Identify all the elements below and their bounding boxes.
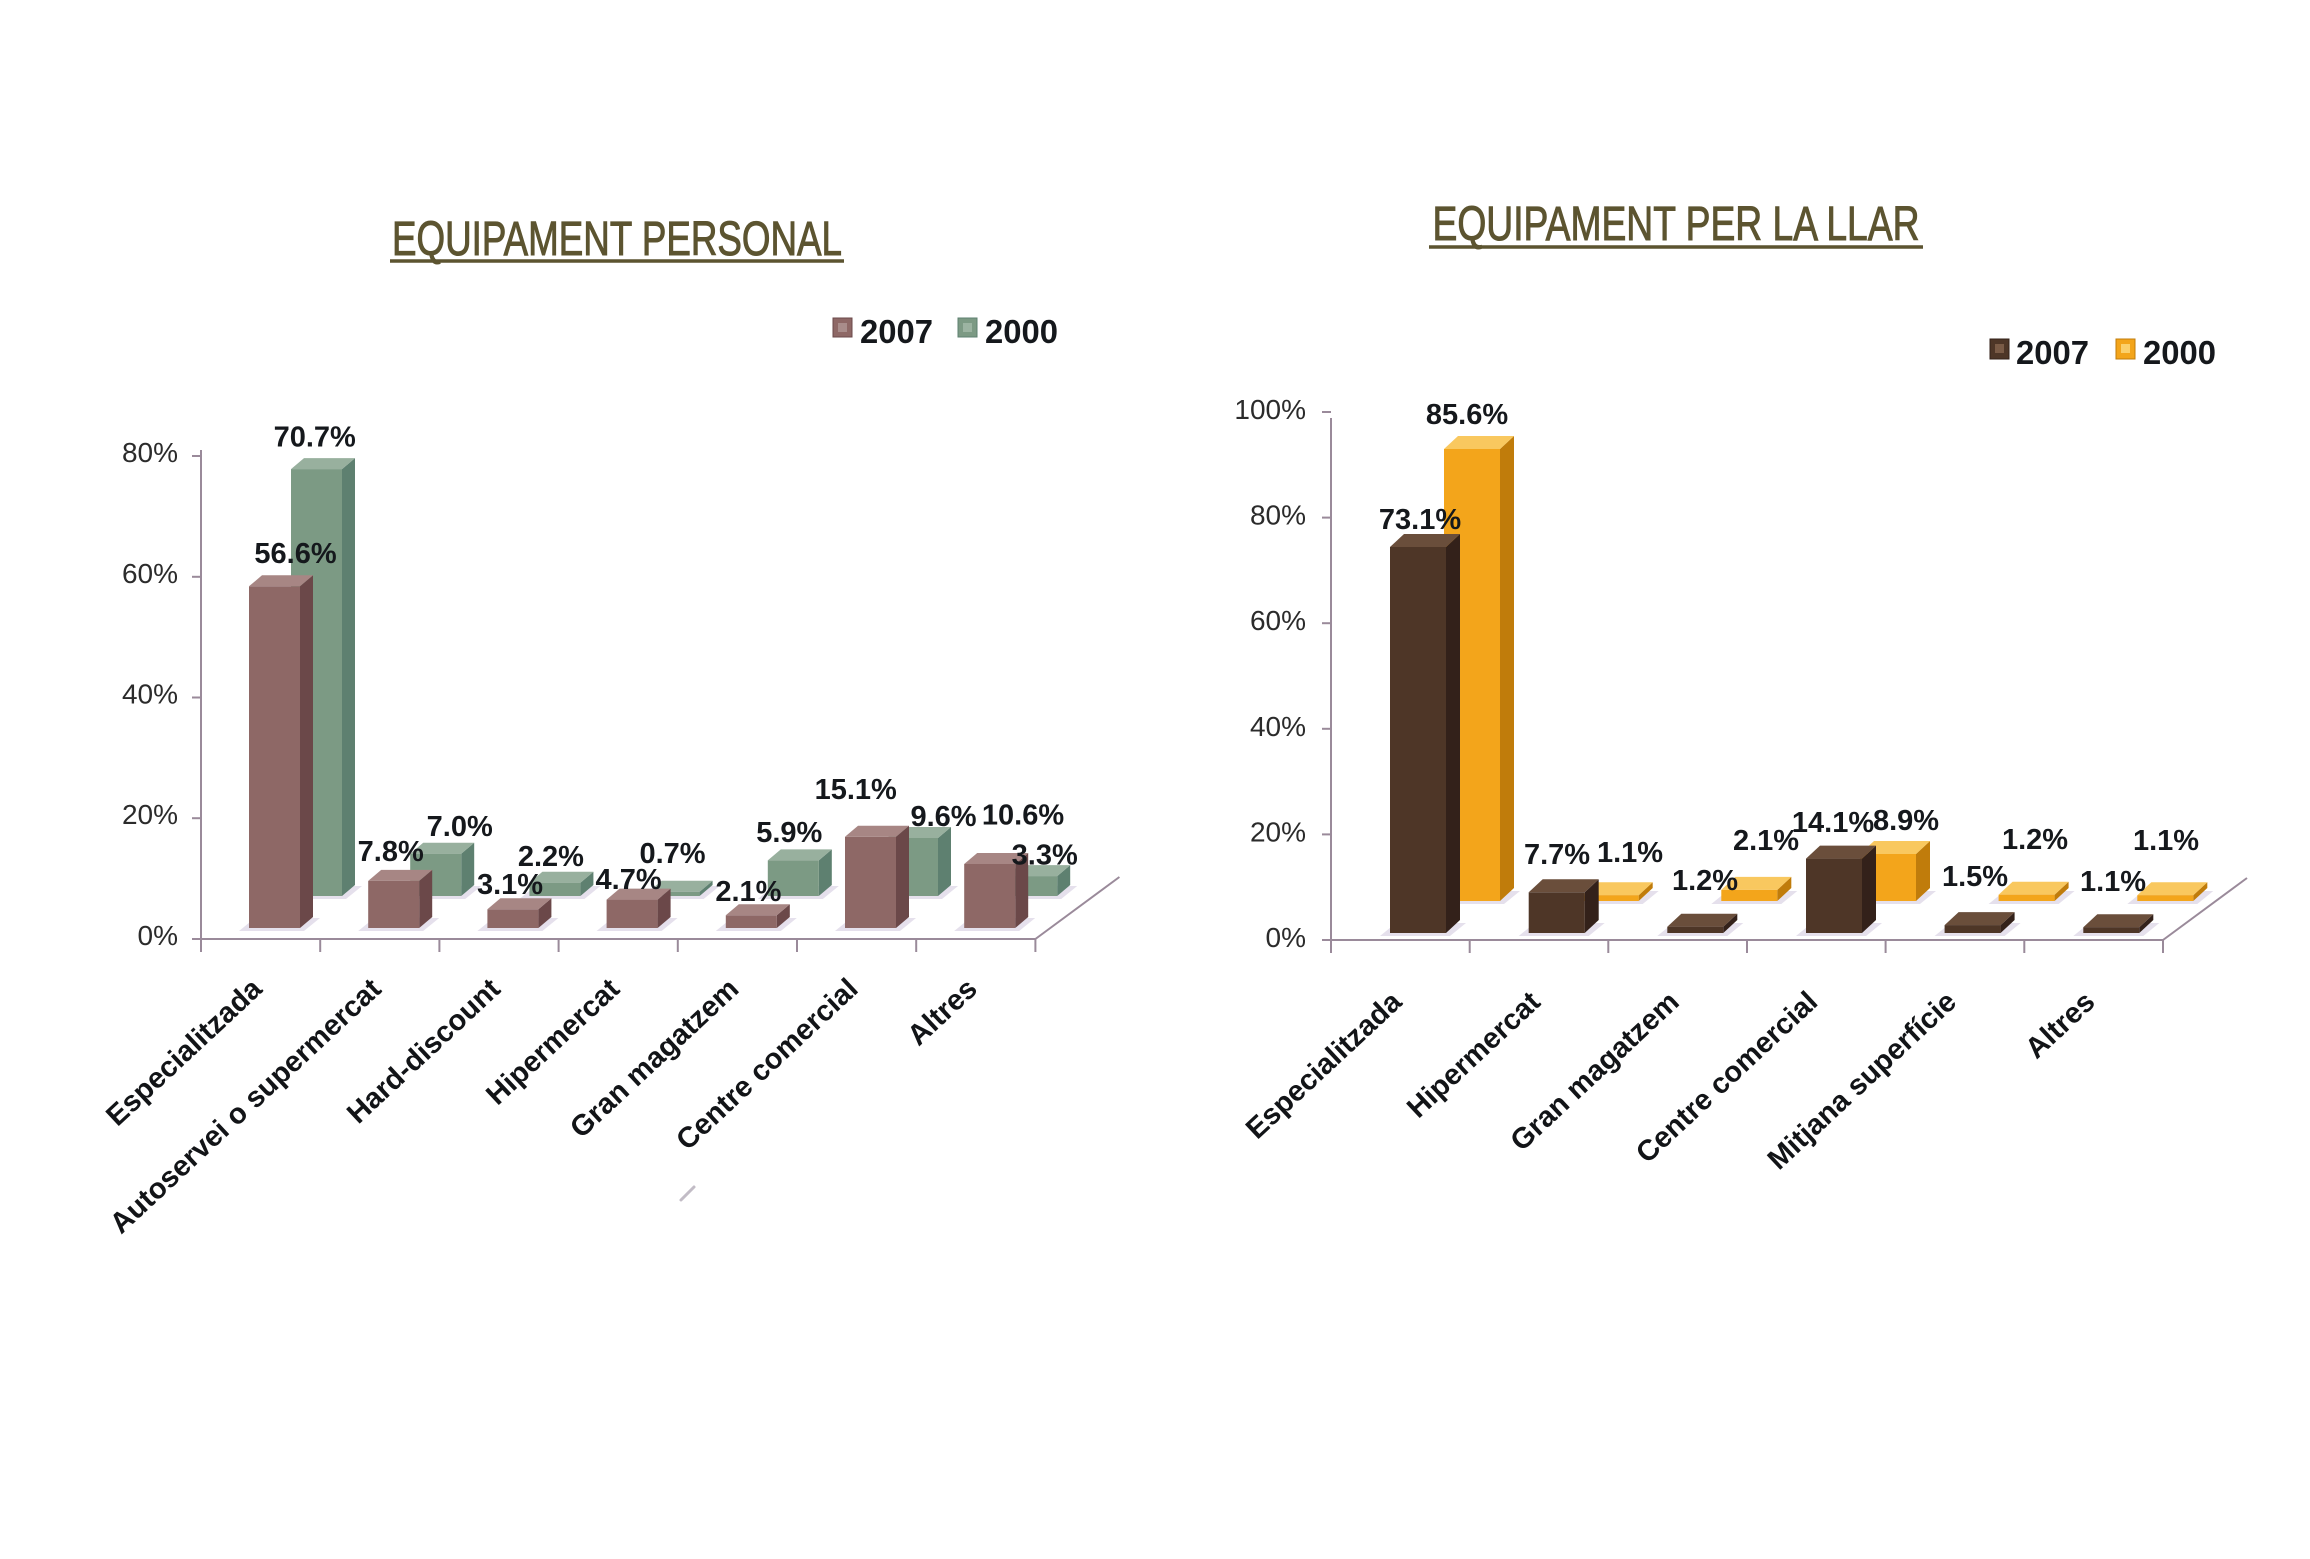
svg-text:9.6%: 9.6% xyxy=(910,801,976,833)
svg-text:1.1%: 1.1% xyxy=(1597,837,1663,869)
svg-text:73.1%: 73.1% xyxy=(1379,504,1461,536)
svg-text:2000: 2000 xyxy=(2143,334,2216,371)
svg-text:20%: 20% xyxy=(122,799,178,830)
svg-text:4.7%: 4.7% xyxy=(596,864,662,896)
svg-text:3.3%: 3.3% xyxy=(1012,839,1078,871)
svg-text:56.6%: 56.6% xyxy=(254,538,336,570)
svg-text:60%: 60% xyxy=(122,558,178,589)
svg-text:80%: 80% xyxy=(122,437,178,468)
svg-text:1.2%: 1.2% xyxy=(1672,865,1738,897)
svg-text:2.2%: 2.2% xyxy=(518,841,584,873)
svg-text:10.6%: 10.6% xyxy=(982,800,1064,832)
svg-text:1.1%: 1.1% xyxy=(2133,825,2199,857)
svg-text:1.1%: 1.1% xyxy=(2080,866,2146,898)
svg-text:100%: 100% xyxy=(1234,394,1306,425)
svg-text:2.1%: 2.1% xyxy=(1733,825,1799,857)
svg-text:15.1%: 15.1% xyxy=(815,774,897,806)
svg-text:7.8%: 7.8% xyxy=(358,836,424,868)
svg-text:70.7%: 70.7% xyxy=(274,422,356,454)
svg-text:3.1%: 3.1% xyxy=(477,869,543,901)
svg-text:20%: 20% xyxy=(1250,816,1306,847)
svg-text:0%: 0% xyxy=(138,920,178,951)
svg-text:1.2%: 1.2% xyxy=(2002,824,2068,856)
svg-text:EQUIPAMENT PERSONAL: EQUIPAMENT PERSONAL xyxy=(392,213,842,266)
svg-text:14.1%: 14.1% xyxy=(1792,807,1874,839)
svg-text:8.9%: 8.9% xyxy=(1873,805,1939,837)
svg-text:40%: 40% xyxy=(122,679,178,710)
svg-text:80%: 80% xyxy=(1250,500,1306,531)
svg-text:2000: 2000 xyxy=(985,313,1058,350)
svg-text:2007: 2007 xyxy=(860,313,933,350)
svg-text:7.7%: 7.7% xyxy=(1524,839,1590,871)
svg-text:0%: 0% xyxy=(1266,922,1306,953)
svg-text:5.9%: 5.9% xyxy=(756,817,822,849)
svg-text:EQUIPAMENT PER LA LLAR: EQUIPAMENT PER LA LLAR xyxy=(1433,198,1920,251)
svg-text:60%: 60% xyxy=(1250,605,1306,636)
svg-text:2.1%: 2.1% xyxy=(715,876,781,908)
svg-text:7.0%: 7.0% xyxy=(427,811,493,843)
svg-text:2007: 2007 xyxy=(2016,334,2089,371)
svg-text:0.7%: 0.7% xyxy=(639,838,705,870)
svg-text:85.6%: 85.6% xyxy=(1426,399,1508,431)
svg-text:1.5%: 1.5% xyxy=(1942,861,2008,893)
svg-text:40%: 40% xyxy=(1250,711,1306,742)
